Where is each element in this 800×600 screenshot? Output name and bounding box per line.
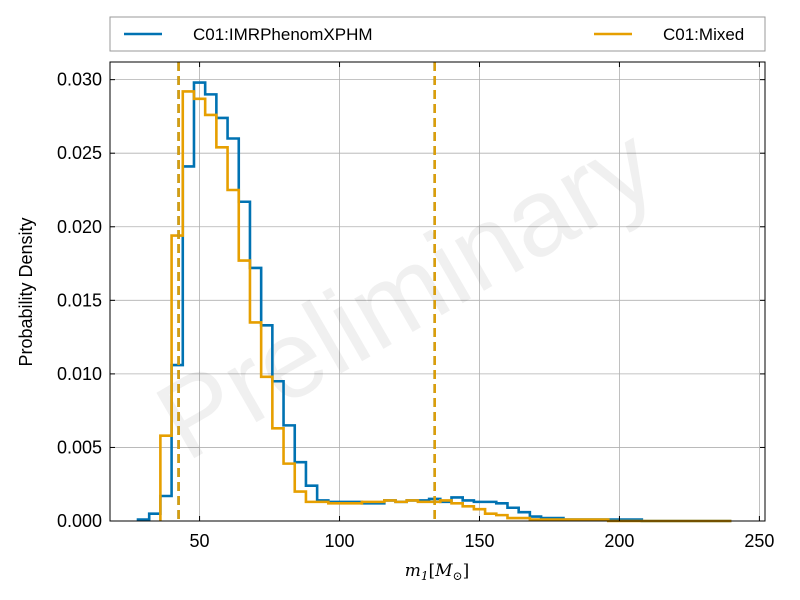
y-tick-label: 0.010 [57,364,102,384]
legend-box [109,16,766,52]
legend-label-mixed: C01:Mixed [663,25,744,44]
y-tick-label: 0.020 [57,217,102,237]
x-tick-label: 250 [744,531,774,551]
x-tick-label: 150 [464,531,494,551]
x-axis-label: m1[M⊙] [405,561,470,583]
credible-interval-lines [177,62,437,521]
x-tick-label: 100 [325,531,355,551]
y-tick-label: 0.000 [57,511,102,531]
y-tick-label: 0.030 [57,70,102,90]
series-layer [136,81,732,523]
plot-area [110,62,765,521]
x-tick-label: 50 [190,531,210,551]
legend: C01:IMRPhenomXPHM C01:Mixed [109,16,766,52]
y-tick-label: 0.015 [57,290,102,310]
x-ticks: 50 100 150 200 250 [190,62,774,551]
axes [109,61,766,522]
plot-background [110,62,765,521]
x-tick-label: 200 [604,531,634,551]
y-tick-label: 0.005 [57,437,102,457]
axes-frame [109,61,766,522]
legend-label-imrphenomxphm: C01:IMRPhenomXPHM [193,25,373,44]
y-axis-label: Probability Density [16,217,36,366]
series-line-mixed [159,90,732,523]
y-tick-label: 0.025 [57,143,102,163]
y-ticks: 0.000 0.005 0.010 0.015 0.020 0.025 0.030 [57,70,765,531]
grid-lines [110,62,765,522]
